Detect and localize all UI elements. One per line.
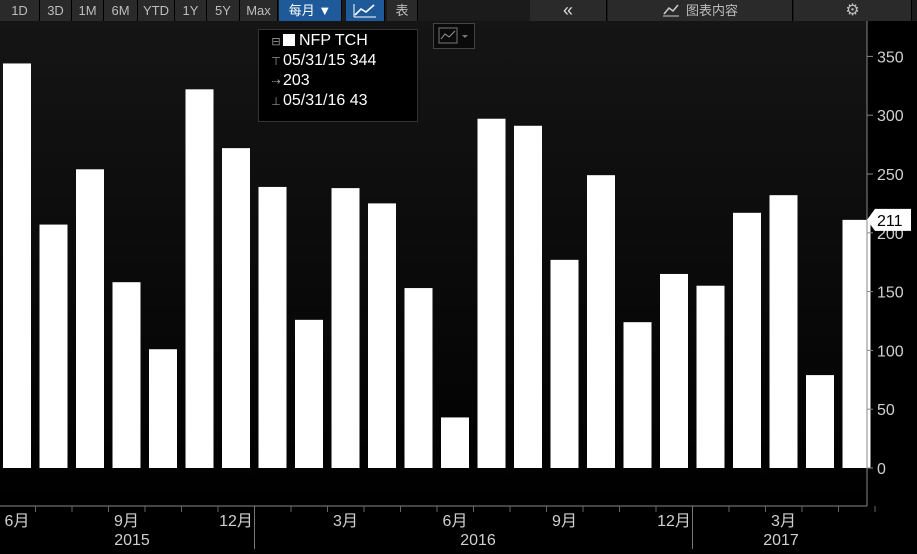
bar-9 (331, 188, 360, 468)
range-button-ytd[interactable]: YTD (138, 0, 175, 21)
range-button-max[interactable]: Max (240, 0, 278, 21)
legend-high-row: ⊤ 05/31/15 344 (269, 52, 376, 70)
x-month-label-5: 9月 (552, 513, 577, 530)
x-month-label-3: 3月 (333, 513, 358, 530)
bar-17 (623, 322, 652, 468)
y-tick-label-100: 100 (877, 343, 904, 360)
low-marker-icon: ⊥ (271, 96, 281, 108)
bar-20 (733, 212, 761, 468)
y-tick-label-50: 50 (877, 402, 895, 419)
bar-14 (514, 125, 542, 468)
last-value-callout (867, 208, 911, 231)
collapse-icon[interactable]: « (530, 0, 607, 21)
bar-7 (258, 186, 287, 468)
chart-type-dropdown[interactable] (433, 23, 475, 49)
range-button-5y[interactable]: 5Y (207, 0, 240, 21)
range-button-1d[interactable]: 1D (0, 0, 40, 21)
x-month-label-7: 3月 (771, 513, 796, 530)
bar-11 (404, 288, 433, 468)
bar-8 (295, 319, 323, 468)
legend-series-name: NFP TCH (299, 32, 368, 49)
bar-18 (660, 273, 688, 468)
bar-3 (112, 282, 141, 468)
range-button-6m[interactable]: 6M (104, 0, 138, 21)
x-month-label-4: 6月 (443, 513, 468, 530)
legend-low-value: 05/31/16 43 (283, 92, 368, 109)
chart-content-button[interactable]: 图表内容 (608, 0, 793, 21)
collapse-toggle-icon[interactable]: ⊟ (271, 36, 281, 48)
bar-12 (441, 417, 469, 468)
legend-series-row: ⊟ NFP TCH (269, 32, 368, 50)
y-tick-label-150: 150 (877, 285, 904, 302)
x-year-label-2017: 2017 (763, 532, 799, 549)
x-month-label-2: 12月 (219, 513, 253, 530)
bar-2 (76, 169, 104, 468)
bar-5 (185, 89, 214, 468)
legend-average-value: 203 (283, 72, 310, 89)
x-month-label-0: 6月 (5, 513, 30, 530)
plot-area: 0 50 100 150 200 250 300 350 211 6月 9月 12月 3月 6月 9月 12… (0, 21, 917, 549)
legend-high-value: 05/31/15 344 (283, 52, 377, 69)
y-tick-label-350: 350 (877, 49, 904, 66)
line-chart-icon[interactable] (346, 0, 385, 21)
high-marker-icon: ⊤ (271, 56, 281, 68)
y-tick-label-0: 0 (877, 461, 886, 478)
x-month-label-6: 12月 (657, 513, 691, 530)
bar-6 (222, 148, 250, 468)
series-swatch (283, 34, 295, 46)
range-button-3d[interactable]: 3D (40, 0, 72, 21)
chart-type-icon (438, 27, 468, 44)
x-month-label-1: 9月 (114, 513, 139, 530)
bar-4 (149, 349, 177, 468)
bar-23 (842, 219, 871, 468)
bar-16 (587, 175, 615, 468)
frequency-dropdown[interactable]: 每月 ▼ (279, 0, 342, 21)
legend-average-row: ⇢ 203 (269, 72, 310, 90)
bar-22 (806, 375, 834, 468)
bar-15 (550, 259, 579, 468)
chart-toolbar: 1D 3D 1M 6M YTD 1Y 5Y Max 每月 ▼ 表 « 图表内容 ⚙ (0, 0, 917, 21)
last-value-label: 211 (877, 213, 903, 230)
bar-19 (696, 285, 725, 468)
y-tick-label-300: 300 (877, 108, 904, 125)
chart-content-label: 图表内容 (685, 3, 738, 18)
bar-1 (39, 224, 68, 468)
table-view-button[interactable]: 表 (387, 0, 418, 21)
bar-10 (368, 203, 396, 468)
legend-box: ⊟ NFP TCH ⊤ 05/31/15 344 ⇢ 203 ⊥ 05/31/16 43 (258, 29, 418, 122)
legend-low-row: ⊥ 05/31/16 43 (269, 92, 368, 110)
range-button-1m[interactable]: 1M (72, 0, 104, 21)
x-year-label-2015: 2015 (114, 532, 150, 549)
y-tick-label-250: 250 (877, 167, 904, 184)
gear-icon[interactable]: ⚙ (794, 0, 912, 21)
range-button-1y[interactable]: 1Y (175, 0, 207, 21)
bar-13 (477, 118, 506, 468)
chart-content-icon (662, 4, 679, 17)
bar-21 (769, 195, 798, 468)
average-marker-icon: ⇢ (271, 76, 281, 88)
bar-0 (3, 63, 31, 469)
x-year-label-2016: 2016 (460, 532, 496, 549)
